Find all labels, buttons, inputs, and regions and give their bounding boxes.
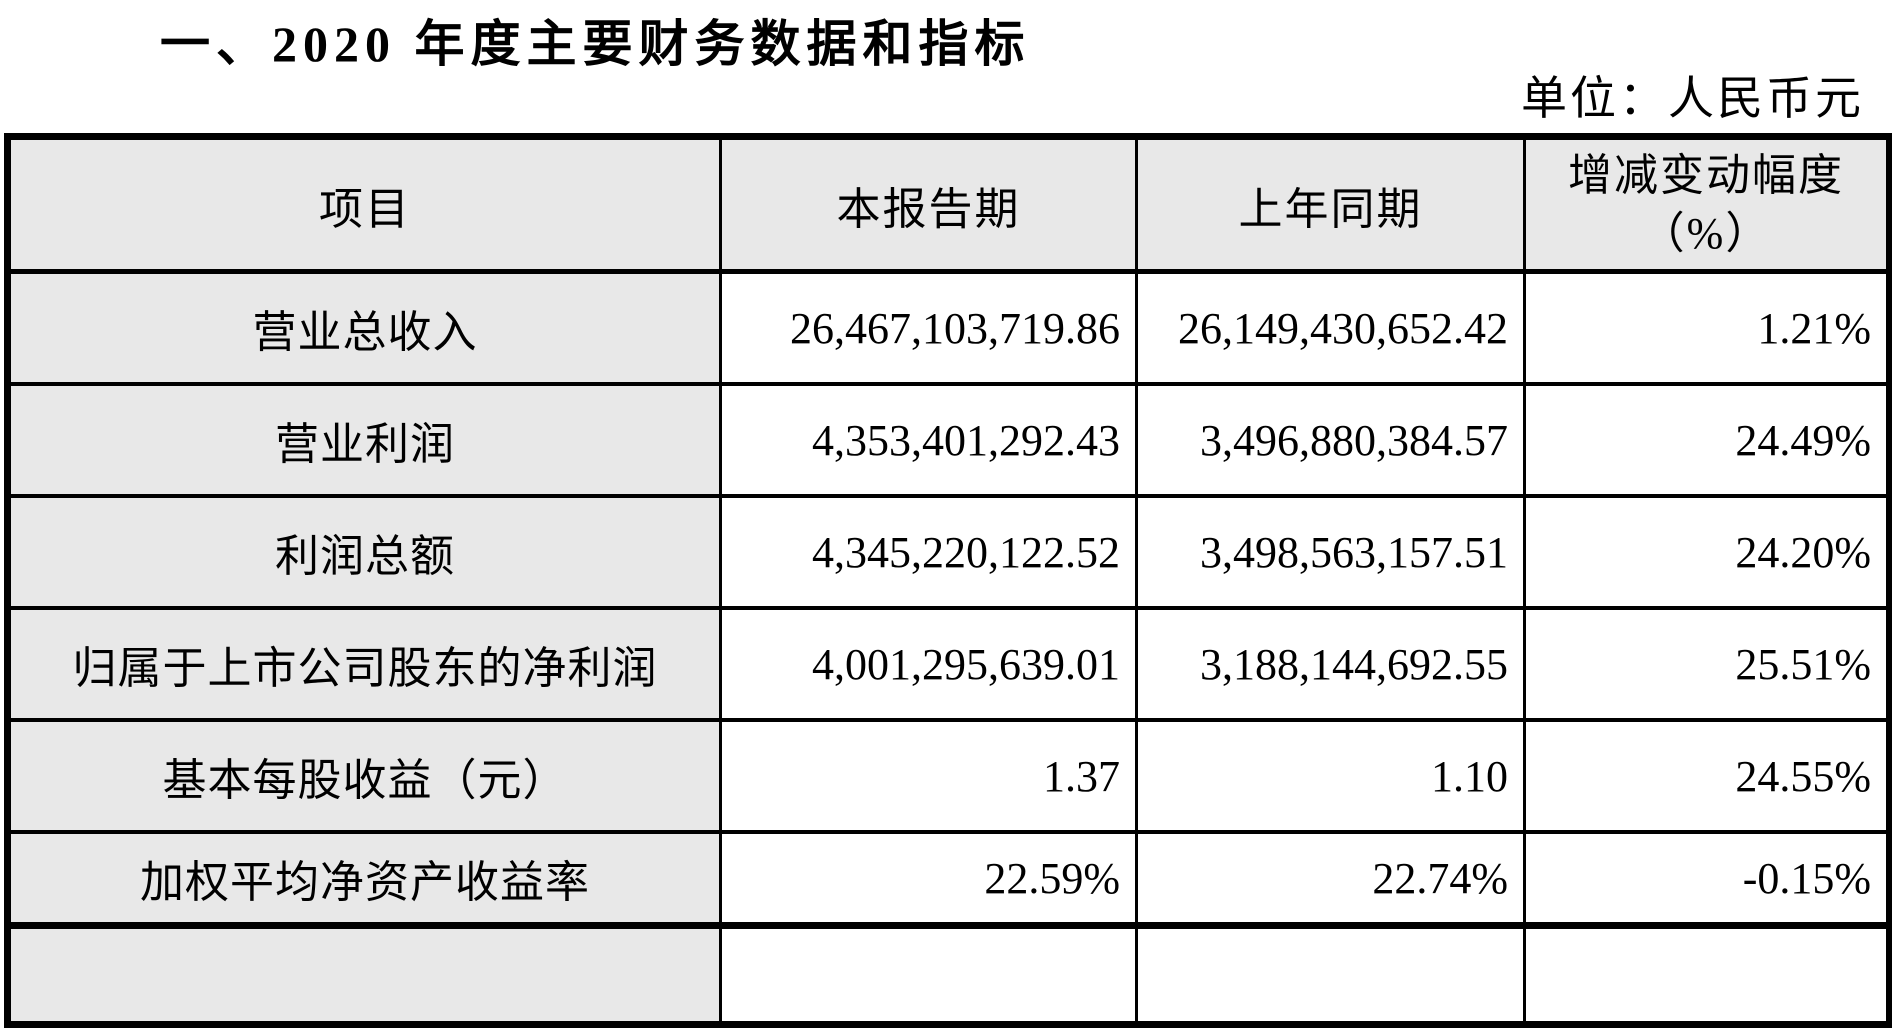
row-change-value: -0.15% bbox=[1523, 830, 1891, 929]
header-cell-current-period: 本报告期 bbox=[719, 133, 1138, 274]
row-current-value: 22.59% bbox=[719, 830, 1138, 929]
row-current-value: 4,345,220,122.52 bbox=[719, 494, 1138, 610]
row-change-value: 24.55% bbox=[1523, 718, 1891, 834]
row-current-value: 1.37 bbox=[719, 718, 1138, 834]
row-prior-value: 1.10 bbox=[1135, 718, 1526, 834]
header-change-line2: （%） bbox=[1640, 208, 1772, 258]
row-change-value: 24.49% bbox=[1523, 382, 1891, 498]
table-row-partial-clipped bbox=[6, 923, 1891, 1025]
page-title: 一、2020 年度主要财务数据和指标 bbox=[160, 16, 1031, 72]
row-current-value: 4,353,401,292.43 bbox=[719, 382, 1138, 498]
row-current-value: 26,467,103,719.86 bbox=[719, 269, 1138, 386]
table-row: 营业利润 4,353,401,292.43 3,496,880,384.57 2… bbox=[6, 382, 1891, 498]
row-prior-value: 26,149,430,652.42 bbox=[1135, 269, 1526, 386]
table-header-row: 项目 本报告期 上年同期 增减变动幅度 （%） bbox=[6, 133, 1891, 274]
row-prior-value: 3,498,563,157.51 bbox=[1135, 494, 1526, 610]
table-row: 营业总收入 26,467,103,719.86 26,149,430,652.4… bbox=[6, 269, 1891, 386]
row-item-label: 基本每股收益（元） bbox=[6, 718, 722, 834]
financial-indicators-table: 项目 本报告期 上年同期 增减变动幅度 （%） 营业总收入 26,467,103… bbox=[4, 133, 1892, 1028]
row-change-value bbox=[1523, 923, 1891, 1025]
row-item-label: 营业利润 bbox=[6, 382, 722, 498]
header-cell-item: 项目 bbox=[6, 133, 722, 274]
row-current-value bbox=[719, 923, 1138, 1025]
header-cell-prior-period: 上年同期 bbox=[1135, 133, 1526, 274]
header-change-line1: 增减变动幅度 bbox=[1568, 151, 1844, 201]
row-current-value: 4,001,295,639.01 bbox=[719, 606, 1138, 722]
unit-label: 单位：人民币元 bbox=[1521, 73, 1864, 124]
row-change-value: 25.51% bbox=[1523, 606, 1891, 722]
row-prior-value: 3,188,144,692.55 bbox=[1135, 606, 1526, 722]
row-prior-value: 3,496,880,384.57 bbox=[1135, 382, 1526, 498]
row-item-label: 营业总收入 bbox=[6, 269, 722, 386]
table-row: 利润总额 4,345,220,122.52 3,498,563,157.51 2… bbox=[6, 494, 1891, 610]
table-row: 加权平均净资产收益率 22.59% 22.74% -0.15% bbox=[6, 830, 1891, 929]
row-item-label: 利润总额 bbox=[6, 494, 722, 610]
row-prior-value: 22.74% bbox=[1135, 830, 1526, 929]
row-change-value: 24.20% bbox=[1523, 494, 1891, 610]
table-row: 归属于上市公司股东的净利润 4,001,295,639.01 3,188,144… bbox=[6, 606, 1891, 722]
row-prior-value bbox=[1135, 923, 1526, 1025]
header-cell-change-pct: 增减变动幅度 （%） bbox=[1523, 133, 1891, 274]
row-item-label bbox=[6, 923, 722, 1025]
row-change-value: 1.21% bbox=[1523, 269, 1891, 386]
row-item-label: 加权平均净资产收益率 bbox=[6, 830, 722, 929]
row-item-label: 归属于上市公司股东的净利润 bbox=[6, 606, 722, 722]
table-row: 基本每股收益（元） 1.37 1.10 24.55% bbox=[6, 718, 1891, 834]
